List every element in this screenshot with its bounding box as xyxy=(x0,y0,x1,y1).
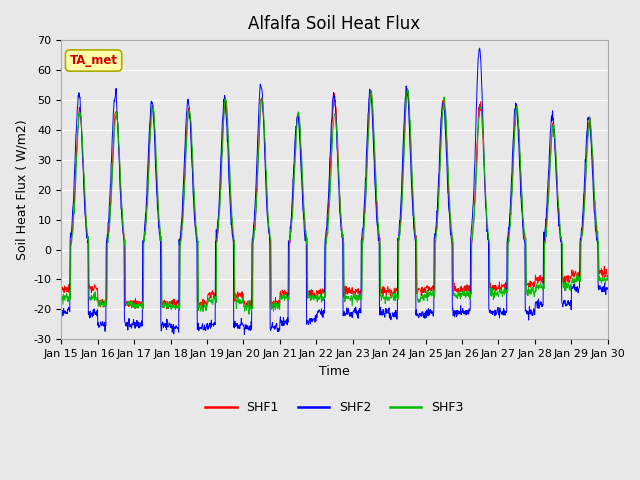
SHF3 xyxy=(166,303,173,309)
SHF2 xyxy=(58,316,65,322)
Title: Alfalfa Soil Heat Flux: Alfalfa Soil Heat Flux xyxy=(248,15,420,33)
SHF3 xyxy=(540,284,547,290)
SHF3 xyxy=(179,219,187,225)
SHF2 xyxy=(179,191,187,196)
SHF2 xyxy=(492,307,499,313)
Y-axis label: Soil Heat Flux ( W/m2): Soil Heat Flux ( W/m2) xyxy=(15,120,28,260)
SHF1 xyxy=(604,273,611,278)
Line: SHF1: SHF1 xyxy=(61,88,607,309)
SHF1 xyxy=(166,300,174,305)
SHF1 xyxy=(492,288,499,294)
Line: SHF3: SHF3 xyxy=(61,89,607,314)
SHF2 xyxy=(241,332,248,337)
SHF2 xyxy=(604,287,611,292)
SHF2 xyxy=(166,321,173,327)
SHF3 xyxy=(245,312,253,317)
SHF2 xyxy=(240,322,248,328)
SHF1 xyxy=(403,85,411,91)
SHF2 xyxy=(420,312,428,318)
SHF3 xyxy=(240,304,248,310)
SHF3 xyxy=(492,292,499,298)
SHF3 xyxy=(420,298,428,303)
SHF3 xyxy=(404,86,412,92)
SHF1 xyxy=(241,301,248,307)
SHF1 xyxy=(540,281,547,287)
SHF1 xyxy=(179,203,187,209)
X-axis label: Time: Time xyxy=(319,365,350,378)
SHF1 xyxy=(163,306,171,312)
SHF1 xyxy=(420,290,428,296)
SHF3 xyxy=(58,289,65,295)
SHF1 xyxy=(58,282,65,288)
SHF2 xyxy=(540,239,547,244)
SHF2 xyxy=(476,45,484,51)
Text: TA_met: TA_met xyxy=(70,54,118,67)
SHF3 xyxy=(604,274,611,280)
Legend: SHF1, SHF2, SHF3: SHF1, SHF2, SHF3 xyxy=(200,396,468,420)
Line: SHF2: SHF2 xyxy=(61,48,607,335)
